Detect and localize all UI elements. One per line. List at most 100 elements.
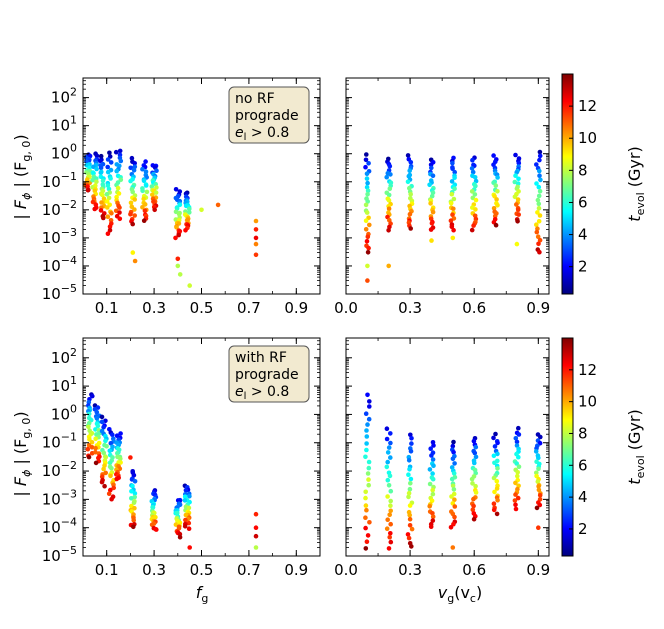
scatter-point [99, 419, 105, 425]
scatter-point [174, 225, 179, 230]
scatter-point [129, 489, 134, 494]
scatter-point [516, 432, 522, 437]
scatter-point [407, 185, 412, 191]
scatter-point [131, 168, 137, 173]
scatter-point [97, 158, 103, 164]
scatter-point [429, 220, 435, 226]
colorbar-tick-label: 4 [578, 488, 588, 506]
scatter-point [470, 169, 476, 175]
scatter-point [450, 235, 456, 241]
scatter-point [215, 202, 221, 208]
scatter-point [536, 484, 541, 489]
scatter-point [365, 278, 370, 283]
scatter-point [117, 216, 123, 222]
scatter-point [173, 217, 179, 222]
scatter-point [386, 228, 391, 233]
scatter-point [364, 176, 370, 181]
scatter-point [449, 494, 454, 499]
scatter-point [105, 205, 110, 210]
scatter-point [515, 470, 520, 475]
scatter-point [365, 533, 371, 538]
scatter-point [177, 272, 183, 277]
y-tick-label: 10−1 [42, 431, 77, 452]
x-tick-label: 0.0 [334, 561, 358, 579]
colorbar-tick-label: 6 [578, 193, 588, 211]
scatter-point [365, 263, 370, 269]
scatter-point [117, 148, 123, 154]
scatter-point [451, 521, 456, 527]
scatter-point [105, 214, 111, 219]
scatter-point [427, 504, 433, 509]
colorbar-strip [561, 337, 574, 557]
colorbar-label: tevol (Gyr) [625, 409, 647, 484]
scatter-point [115, 451, 120, 456]
scatter-point [537, 493, 543, 498]
scatter-point [408, 481, 413, 486]
scatter-point [495, 451, 500, 457]
panel-bottom-left: 10−5 10−4 10−3 10−2 10−1 100 101 102 0.1 0.3 0.5 0.… [42, 337, 321, 579]
scatter-point [177, 534, 183, 540]
scatter-point [491, 501, 497, 507]
scatter-point [407, 211, 413, 217]
x-axis-label-left: fg [196, 583, 209, 605]
scatter-point [514, 461, 519, 466]
scatter-point [85, 187, 91, 193]
scatter-point [104, 199, 110, 204]
scatter-point [106, 491, 112, 497]
scatter-point [430, 518, 436, 523]
scatter-point [107, 460, 113, 466]
scatter-point [408, 226, 414, 231]
scatter-point [451, 196, 457, 202]
scatter-point [132, 161, 137, 166]
scatter-point [492, 213, 498, 219]
scatter-point [537, 237, 543, 243]
scatter-point [431, 443, 436, 448]
scatter-point [450, 160, 455, 166]
scatter-point [472, 192, 478, 197]
scatter-point [428, 201, 433, 206]
scatter-point [388, 508, 394, 514]
scatter-point [451, 471, 457, 476]
y-tick-label: 10−1 [42, 170, 77, 191]
scatter-point [131, 517, 136, 523]
scatter-point [408, 449, 414, 454]
scatter-point [366, 482, 372, 488]
scatter-point [386, 192, 392, 198]
scatter-point [473, 483, 478, 489]
scatter-point [491, 507, 497, 513]
scatter-point [363, 515, 368, 520]
x-tick-label: 0.9 [284, 299, 308, 317]
x-axis-label-right: vg(vc) [438, 583, 482, 605]
scatter-point [176, 232, 181, 238]
scatter-point [89, 445, 95, 450]
scatter-point [515, 495, 521, 501]
scatter-point [387, 534, 393, 540]
scatter-point [364, 210, 370, 215]
x-tick-label: 0.3 [398, 299, 422, 317]
scatter-point [494, 486, 500, 491]
colorbar-tick-label: 8 [578, 161, 588, 179]
scatter-point [86, 424, 91, 430]
scatter-point [105, 231, 111, 236]
scatter-point [152, 207, 157, 213]
scatter-point [387, 186, 393, 192]
y-tick-label: 10−5 [42, 282, 77, 303]
scatter-point [363, 495, 368, 501]
scatter-point [536, 193, 542, 199]
scatter-point [94, 409, 100, 415]
scatter-point [491, 206, 497, 211]
scatter-point [130, 250, 136, 255]
scatter-point [512, 194, 518, 200]
scatter-point [515, 473, 520, 479]
scatter-point [130, 189, 135, 195]
scatter-point [492, 489, 497, 495]
scatter-point [385, 494, 390, 499]
scatter-point [128, 178, 133, 184]
y-axis-label-bottom: | Fϕ | (Fg, 0) [11, 411, 33, 496]
scatter-point [143, 169, 149, 174]
scatter-point [85, 446, 91, 452]
scatter-point [105, 169, 111, 175]
scatter-point [367, 222, 372, 228]
scatter-point [472, 460, 477, 466]
scatter-point [449, 191, 455, 197]
